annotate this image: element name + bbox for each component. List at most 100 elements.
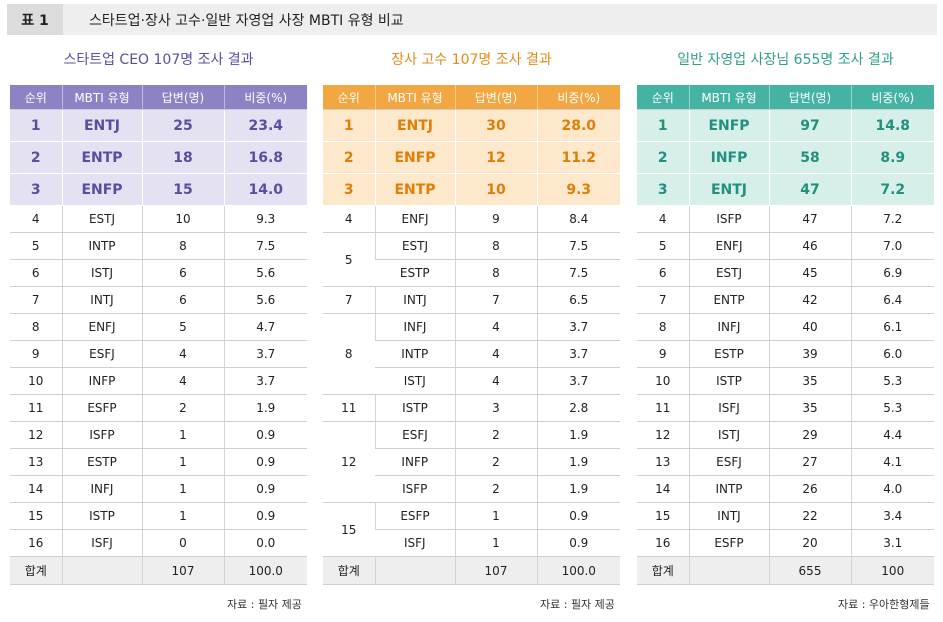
count-cell: 2 [454,421,537,449]
panel-general-owner: 일반 자영업 사장님 655명 조사 결과 순위 MBTI 유형 답변(명) 비중(%… [637,48,934,585]
count-cell: 18 [141,141,224,174]
percent-cell: 0.9 [536,529,620,557]
percent-cell: 7.2 [850,205,934,233]
percent-cell: 3.1 [850,529,934,557]
rank-cell: 4 [10,205,62,233]
source-note: 자료 : 필자 제공 [227,598,302,611]
percent-cell: 0.9 [223,448,307,476]
total-row: 합계 655 100 [637,556,934,585]
mbti-type-cell: ESFJ [374,421,455,449]
table-row: 12 ISTJ 29 4.4 [637,421,934,449]
mbti-type-cell: ISTJ [61,259,142,287]
total-count: 107 [454,556,537,585]
percent-cell: 3.7 [223,367,307,395]
table-row: 11 ISFJ 35 5.3 [637,394,934,422]
mbti-type-cell: INFJ [688,313,769,341]
rank-cell: 11 [10,394,62,422]
mbti-type-cell: INTP [61,232,142,260]
percent-cell: 3.7 [536,367,620,395]
count-cell: 2 [454,475,537,503]
column-header: 비중(%) [223,85,307,110]
mbti-type-cell: ESTJ [688,259,769,287]
mbti-type-cell: ESTJ [374,232,455,260]
table-row: 7 ENTP 42 6.4 [637,286,934,314]
table-row: 1 ENTJ 30 28.0 [323,109,620,142]
rank-cell: 14 [637,475,689,503]
count-cell: 1 [141,421,224,449]
mbti-type-cell: ISFJ [688,394,769,422]
count-cell: 45 [768,259,851,287]
rank-cell: 13 [637,448,689,476]
rank-cell: 6 [10,259,62,287]
table-row: 1 ENTJ 25 23.4 [10,109,307,142]
percent-cell: 6.0 [850,340,934,368]
column-header: 순위 [637,85,689,110]
table-row: 2 ENFP 12 11.2 [323,141,620,174]
column-header: MBTI 유형 [61,85,142,110]
percent-cell: 3.7 [223,340,307,368]
column-header: 비중(%) [850,85,934,110]
total-empty-cell [688,556,769,585]
percent-cell: 4.4 [850,421,934,449]
mbti-type-cell: ISFP [375,475,455,503]
table-row: 9 ESTP 39 6.0 [637,340,934,368]
mbti-type-cell: INFP [688,141,769,174]
total-count: 655 [768,556,851,585]
percent-cell: 11.2 [536,141,620,174]
rank-cell: 10 [637,367,689,395]
percent-cell: 1.9 [536,475,620,503]
percent-cell: 1.9 [536,448,620,476]
rank-cell: 3 [323,173,375,206]
rank-cell: 7 [323,286,375,314]
count-cell: 15 [141,173,224,206]
count-cell: 12 [454,141,537,174]
mbti-type-cell: ISTP [688,367,769,395]
table-row: INFP 2 1.9 [323,448,620,476]
count-cell: 42 [768,286,851,314]
rank-cell: 8 [10,313,62,341]
percent-cell: 23.4 [223,109,307,142]
table-row: ISFJ 1 0.9 [323,529,620,557]
column-header: MBTI 유형 [688,85,769,110]
count-cell: 40 [768,313,851,341]
percent-cell: 6.5 [536,286,620,314]
total-empty-cell [61,556,142,585]
mbti-type-cell: ESTP [61,448,142,476]
rank-cell: 5 [323,232,375,287]
table-row: 4 ENFJ 9 8.4 [323,205,620,233]
total-count: 107 [141,556,224,585]
percent-cell: 7.5 [223,232,307,260]
table-row: 5 INTP 8 7.5 [10,232,307,260]
count-cell: 4 [141,340,224,368]
rank-cell: 12 [323,421,375,503]
percent-cell: 14.0 [223,173,307,206]
mbti-type-cell: ESFP [61,394,142,422]
table-row: 5 ENFJ 46 7.0 [637,232,934,260]
mbti-type-cell: ENTJ [374,109,455,142]
rank-cell: 3 [637,173,689,206]
count-cell: 2 [141,394,224,422]
mbti-type-cell: ESFJ [61,340,142,368]
percent-cell: 0.9 [223,421,307,449]
panel-business-master: 장사 고수 107명 조사 결과 순위 MBTI 유형 답변(명) 비중(%) 1 ENT… [323,48,620,585]
count-cell: 39 [768,340,851,368]
table-row: 4 ISFP 47 7.2 [637,205,934,233]
mbti-type-cell: ENTP [374,173,455,206]
percent-cell: 0.9 [536,502,620,530]
table-row: 8 ENFJ 5 4.7 [10,313,307,341]
source-note: 자료 : 우아한형제들 [838,598,930,611]
rank-cell: 16 [10,529,62,557]
percent-cell: 14.8 [850,109,934,142]
count-cell: 9 [454,205,537,233]
count-cell: 1 [141,475,224,503]
table-row: 8 INFJ 4 3.7 [323,313,620,395]
table-row: 6 ESTJ 45 6.9 [637,259,934,287]
table-row: 12 ESFJ 2 1.9 [323,421,620,503]
table-row: ISFP 2 1.9 [323,475,620,503]
rank-cell: 2 [323,141,375,174]
mbti-type-cell: ESTJ [61,205,142,233]
total-row: 합계 107 100.0 [323,556,620,585]
table-row: 11 ISTP 3 2.8 [323,394,620,422]
count-cell: 35 [768,367,851,395]
count-cell: 58 [768,141,851,174]
